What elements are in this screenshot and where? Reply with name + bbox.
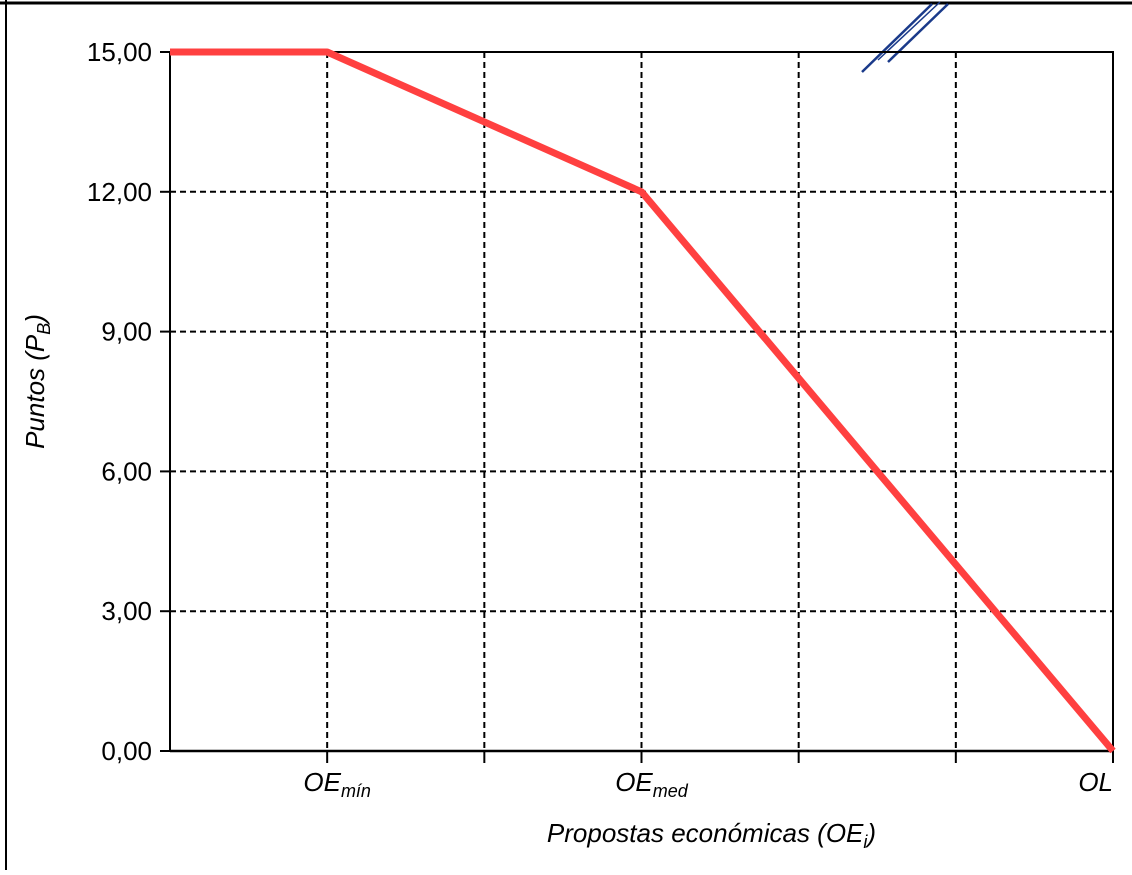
y-tick-label: 9,00 [101,317,152,347]
y-tick-label: 6,00 [101,456,152,486]
y-tick-label: 3,00 [101,596,152,626]
grid [170,52,1113,751]
axes [160,52,1113,763]
x-tick-label: OEmín [303,767,371,801]
y-tick-label: 15,00 [87,37,152,67]
x-tick-label: OL [1078,767,1113,797]
x-tick-label: OEmed [615,767,689,801]
signature-mark [862,2,948,72]
y-tick-label: 0,00 [101,736,152,766]
y-tick-label: 12,00 [87,177,152,207]
y-axis-title: Puntos (PB) [20,314,54,449]
x-axis-title: Propostas económicas (OEi) [547,818,876,852]
